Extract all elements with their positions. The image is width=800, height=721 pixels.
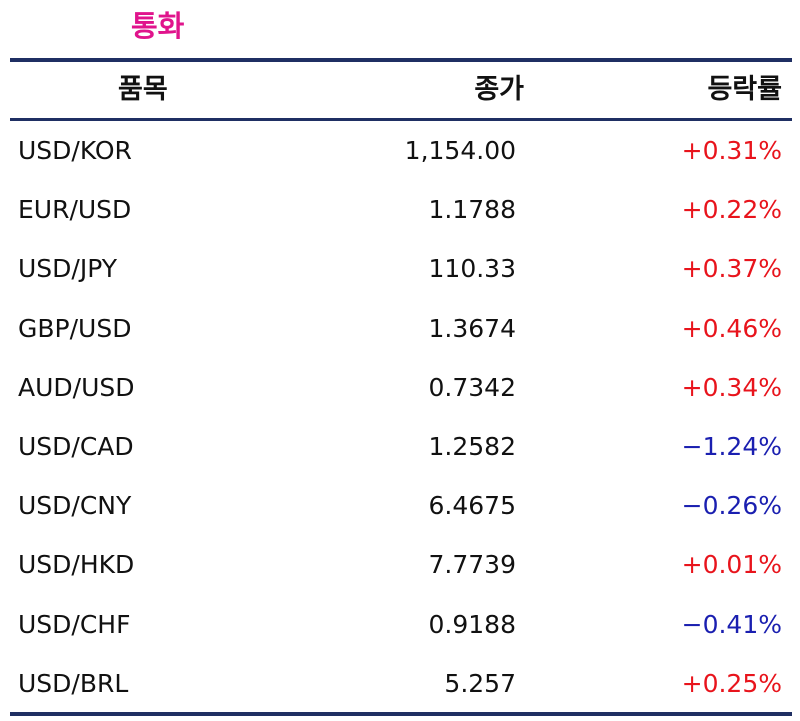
row-item: USD/KOR [18, 136, 132, 165]
table-row: USD/BRL 5.257 +0.25% [10, 654, 792, 713]
row-change: −1.24% [681, 431, 782, 461]
row-item: GBP/USD [18, 313, 132, 343]
row-item: USD/CAD [18, 431, 134, 461]
row-item: EUR/USD [18, 195, 132, 225]
row-close: 7.7739 [428, 550, 516, 580]
row-item: USD/JPY [18, 254, 118, 284]
row-close: 1.2582 [428, 431, 516, 461]
row-change: +0.46% [681, 313, 782, 343]
row-close: 5.257 [444, 668, 516, 698]
row-change: +0.25% [681, 668, 782, 698]
row-change: +0.37% [681, 254, 782, 284]
table-row: AUD/USD 0.7342 +0.34% [10, 358, 792, 417]
row-change: +0.01% [681, 550, 782, 580]
row-change: +0.22% [681, 195, 782, 225]
row-change: −0.26% [681, 491, 782, 521]
header-item: 품목 [118, 74, 168, 105]
row-close: 0.7342 [428, 372, 516, 402]
row-change: +0.34% [681, 372, 782, 402]
table-row: USD/CAD 1.2582 −1.24% [10, 417, 792, 476]
row-close: 110.33 [428, 254, 516, 284]
row-close: 0.9188 [428, 609, 516, 639]
table-row: USD/CNY 6.4675 −0.26% [10, 476, 792, 535]
row-item: USD/HKD [18, 550, 135, 580]
row-change: +0.31% [681, 136, 782, 165]
row-close: 1.3674 [428, 313, 516, 343]
top-rule [10, 58, 792, 62]
table-row: USD/HKD 7.7739 +0.01% [10, 535, 792, 594]
table-body: USD/KOR 1,154.00 +0.31% EUR/USD 1.1788 +… [10, 121, 792, 713]
row-close: 6.4675 [428, 491, 516, 521]
table-row: USD/JPY 110.33 +0.37% [10, 239, 792, 298]
row-item: AUD/USD [18, 372, 135, 402]
table-header: 품목 종가 등락률 [10, 62, 792, 118]
bottom-rule [10, 712, 792, 716]
table-title: 통화 [131, 9, 185, 43]
row-item: USD/BRL [18, 668, 129, 698]
row-item: USD/CNY [18, 491, 132, 521]
row-item: USD/CHF [18, 609, 131, 639]
header-change: 등락률 [707, 74, 782, 105]
table-row: USD/CHF 0.9188 −0.41% [10, 595, 792, 654]
header-rule [10, 118, 792, 121]
table-row: GBP/USD 1.3674 +0.46% [10, 299, 792, 358]
table-row: USD/KOR 1,154.00 +0.31% [10, 121, 792, 180]
row-close: 1,154.00 [404, 136, 516, 165]
table-row: EUR/USD 1.1788 +0.22% [10, 180, 792, 239]
row-close: 1.1788 [428, 195, 516, 225]
row-change: −0.41% [681, 609, 782, 639]
header-close: 종가 [474, 74, 524, 105]
